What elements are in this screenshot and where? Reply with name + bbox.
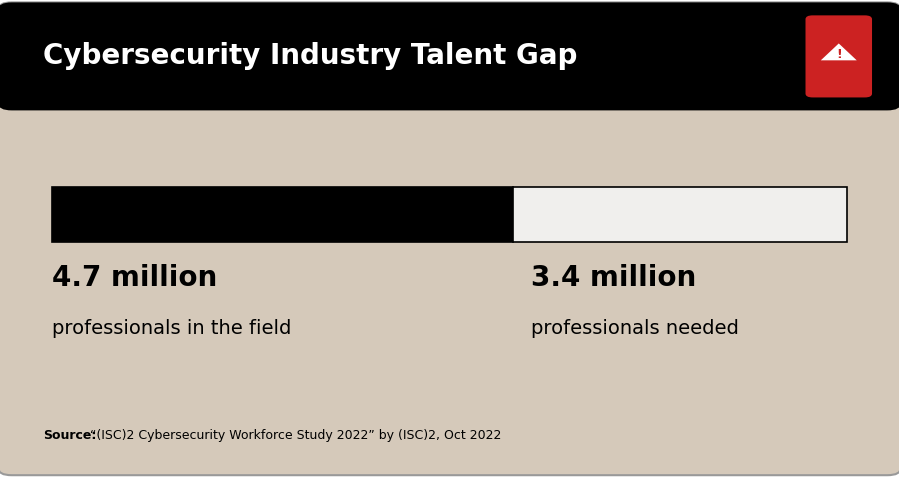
Text: 4.7 million: 4.7 million — [52, 264, 218, 292]
FancyBboxPatch shape — [0, 2, 899, 110]
Polygon shape — [821, 44, 857, 60]
Text: “(ISC)2 Cybersecurity Workforce Study 2022” by (ISC)2, Oct 2022: “(ISC)2 Cybersecurity Workforce Study 20… — [90, 429, 502, 442]
Text: !: ! — [836, 48, 841, 61]
Text: Cybersecurity Industry Talent Gap: Cybersecurity Industry Talent Gap — [43, 42, 577, 71]
FancyBboxPatch shape — [806, 15, 872, 97]
Text: professionals needed: professionals needed — [531, 319, 739, 338]
Bar — [52, 187, 513, 242]
Text: Source:: Source: — [43, 429, 96, 442]
Bar — [513, 187, 847, 242]
Text: professionals in the field: professionals in the field — [52, 319, 291, 338]
Bar — [13, 61, 886, 103]
Text: 3.4 million: 3.4 million — [531, 264, 697, 292]
